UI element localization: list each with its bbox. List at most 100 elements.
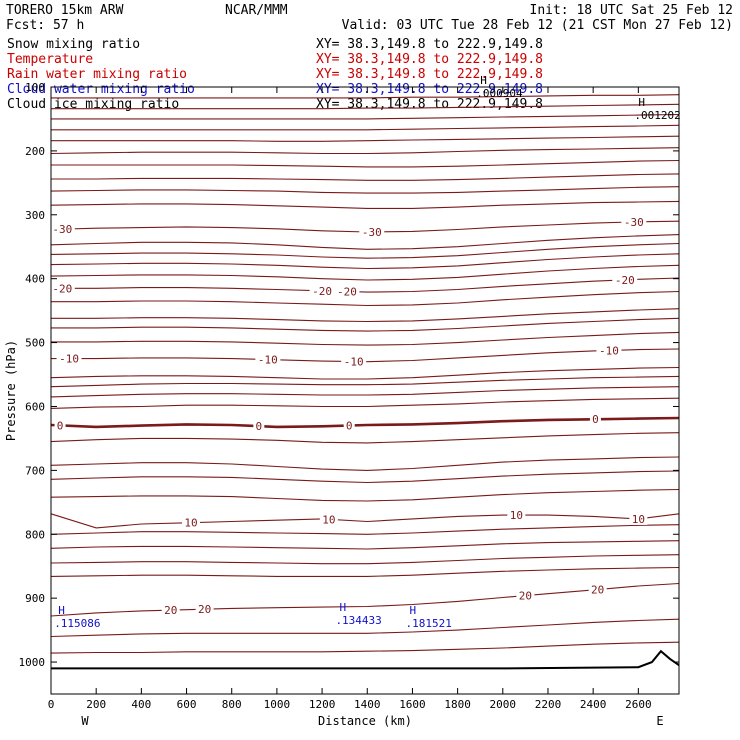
east-label: E xyxy=(656,714,663,728)
contour-label-bg xyxy=(629,512,648,525)
isotherm-line xyxy=(51,94,680,99)
x-axis-label: Distance (km) xyxy=(318,714,412,728)
model-title: TORERO 15km ARW xyxy=(6,3,124,18)
contour-label: 0 xyxy=(592,413,599,426)
isotherm-line xyxy=(50,147,680,155)
plot-frame xyxy=(50,86,680,695)
field-xy: XY= 38.3,149.8 to 222.9,149.8 xyxy=(316,82,543,97)
isotherm-line xyxy=(50,234,680,250)
cloud-water-max-marker: H xyxy=(409,604,416,617)
isotherm-line xyxy=(50,618,680,638)
y-tick-label: 600 xyxy=(25,400,45,413)
x-tick-label: 1200 xyxy=(309,698,336,711)
contour-label-bg xyxy=(588,583,607,596)
x-tick-label: 1800 xyxy=(444,698,471,711)
isotherm-line xyxy=(51,103,680,110)
contour-label-bg xyxy=(309,284,335,297)
field-name: Rain water mixing ratio xyxy=(7,67,187,82)
isotherm-line xyxy=(50,264,680,281)
contour-label-bg xyxy=(343,419,355,432)
isotherm-line xyxy=(50,524,680,535)
contour-label: -30 xyxy=(362,226,382,239)
contour-label-bg xyxy=(612,273,638,286)
contour-label: -10 xyxy=(344,356,364,369)
contour-label: 10 xyxy=(322,513,335,526)
x-tick-label: 1600 xyxy=(399,698,426,711)
y-tick-label: 200 xyxy=(25,145,45,158)
y-tick-label: 100 xyxy=(25,81,45,94)
isotherm-line xyxy=(51,317,680,332)
isotherm-line xyxy=(50,582,680,617)
field-legend: Snow mixing ratio XY= 38.3,149.8 to 222.9… xyxy=(7,37,543,112)
contour-label-bg xyxy=(596,344,622,357)
isotherm-line xyxy=(51,331,680,346)
contour-label-bg xyxy=(253,420,265,433)
cloud-ice-max-marker: H xyxy=(480,74,487,87)
header: TORERO 15km ARW NCAR/MMM Init: 18 UTC Sa… xyxy=(6,3,733,33)
isotherm-line xyxy=(51,124,680,131)
contour-label-bg xyxy=(255,353,281,366)
org-label: NCAR/MMM xyxy=(225,3,288,18)
isotherm-line xyxy=(50,456,680,471)
contour-label-bg xyxy=(49,282,75,295)
isotherm-line xyxy=(51,290,680,307)
contour-label-bg xyxy=(589,413,601,426)
isotherm-line xyxy=(50,641,680,654)
contour-label: 10 xyxy=(510,509,523,522)
contour-label: 20 xyxy=(164,604,177,617)
isotherm-line xyxy=(51,308,680,323)
field-xy: XY= 38.3,149.8 to 222.9,149.8 xyxy=(316,37,543,52)
contour-label-bg xyxy=(341,355,367,368)
y-tick-label: 1000 xyxy=(19,656,46,669)
y-tick-label: 700 xyxy=(25,464,45,477)
valid-time: Valid: 03 UTC Tue 28 Feb 12 (21 CST Mon … xyxy=(342,18,733,33)
contour-label-bg xyxy=(161,604,180,617)
isotherm-line xyxy=(51,159,680,168)
isotherm-line xyxy=(50,386,680,398)
x-tick-label: 2000 xyxy=(490,698,517,711)
x-tick-label: 2400 xyxy=(580,698,607,711)
x-tick-label: 2200 xyxy=(535,698,562,711)
west-label: W xyxy=(81,714,89,728)
x-tick-label: 600 xyxy=(177,698,197,711)
contour-label: 20 xyxy=(591,583,604,596)
contour-label-bg xyxy=(516,589,535,602)
x-tick-label: 2600 xyxy=(625,698,652,711)
contour-label: 0 xyxy=(57,419,64,432)
contour-label: 0 xyxy=(256,420,263,433)
terrain-line xyxy=(51,649,680,670)
contour-label: -30 xyxy=(624,216,644,229)
isotherm-line xyxy=(51,113,680,120)
contour-label: 10 xyxy=(632,513,645,526)
y-tick-label: 900 xyxy=(25,592,45,605)
plot-area: -30 -30 -30 -20 -20 -20 -20 -10 -10 -10 -10 0 0 0 0 10 1… xyxy=(4,74,681,728)
y-axis-label: Pressure (hPa) xyxy=(4,340,18,441)
isotherm-line xyxy=(50,186,680,194)
x-tick-label: 1000 xyxy=(264,698,291,711)
y-tick-label: 500 xyxy=(25,337,45,350)
field-xy: XY= 38.3,149.8 to 222.9,149.8 xyxy=(316,67,543,82)
isotherm-line xyxy=(50,397,680,409)
isotherm-line xyxy=(51,135,680,142)
isotherm-line xyxy=(50,470,680,484)
field-xy: XY= 38.3,149.8 to 222.9,149.8 xyxy=(316,52,543,67)
contour-label: -10 xyxy=(59,353,79,366)
cloud-water-max-value: .181521 xyxy=(405,617,451,630)
contour-label-bg xyxy=(49,223,75,236)
field-name: Cloud water mixing ratio xyxy=(7,82,195,97)
contour-label-bg xyxy=(54,419,66,432)
contour-label: 20 xyxy=(519,590,532,603)
contour-label-bg xyxy=(507,509,526,522)
contour-label-bg xyxy=(56,352,82,365)
isotherm-line xyxy=(50,375,680,388)
contour-label-bg xyxy=(621,215,647,228)
contour-label: -20 xyxy=(615,274,635,287)
contour-label: 0 xyxy=(346,420,353,433)
y-tick-label: 400 xyxy=(25,273,45,286)
cloud-water-max-value: .134433 xyxy=(335,614,381,627)
cloud-ice-max-value: .000904 xyxy=(476,87,523,100)
init-time: Init: 18 UTC Sat 25 Feb 12 xyxy=(530,3,734,18)
isotherm-line xyxy=(50,554,680,565)
cloud-water-max-marker: H xyxy=(339,601,346,614)
